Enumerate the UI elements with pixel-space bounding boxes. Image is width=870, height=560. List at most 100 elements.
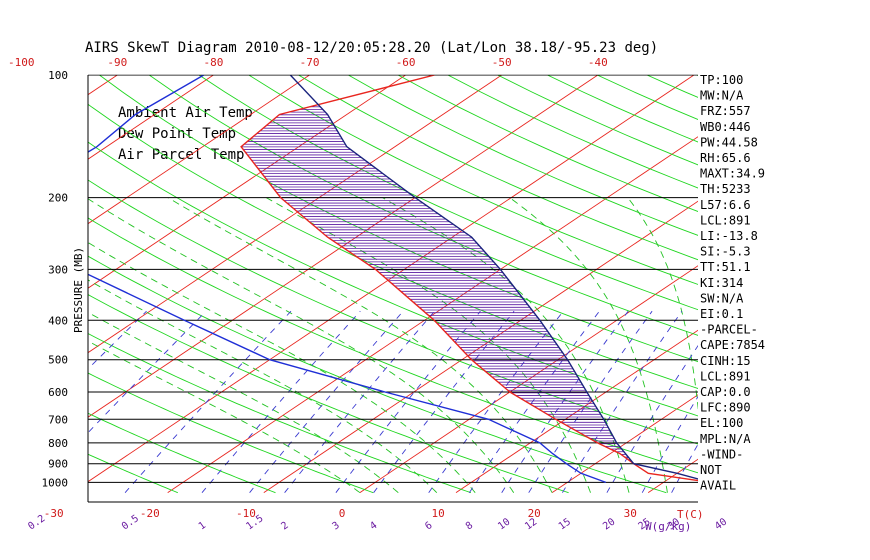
dry-adiabat-line bbox=[88, 103, 698, 389]
pressure-tick-label: 600 bbox=[48, 386, 68, 399]
isotherm-line bbox=[88, 75, 311, 225]
isotherm-line bbox=[88, 75, 599, 418]
mixing-ratio-line bbox=[249, 310, 404, 493]
mixing-ratio-tick-label: 0.5 bbox=[120, 513, 141, 532]
mixing-ratio-tick-label: 4 bbox=[368, 520, 379, 532]
moist-adiabat-line bbox=[88, 198, 515, 493]
moist-adiabat-line bbox=[88, 242, 476, 493]
mixing-ratio-tick-label: 10 bbox=[496, 517, 512, 533]
dry-adiabat-line bbox=[99, 75, 698, 363]
moist-adiabat-line bbox=[509, 197, 668, 493]
mixing-ratio-tick-label: 20 bbox=[601, 517, 617, 533]
index-label: -WIND- bbox=[700, 447, 743, 461]
legend: Ambient Air Temp Dew Point Temp Air Parc… bbox=[118, 105, 253, 163]
pressure-tick-label: 500 bbox=[48, 354, 68, 367]
isotherm-line bbox=[263, 200, 698, 494]
air-parcel-temp-line bbox=[289, 75, 698, 480]
isotherm-line bbox=[88, 75, 695, 483]
bottom-temp-tick-label: -30 bbox=[44, 507, 64, 520]
mixing-ratio-line bbox=[373, 310, 515, 493]
mixing-ratio-line bbox=[335, 310, 481, 493]
dry-adiabat-line bbox=[796, 75, 870, 493]
index-label: WB0:446 bbox=[700, 120, 751, 134]
mixing-ratio-tick-label: 8 bbox=[464, 520, 475, 532]
top-temp-tick-label: -50 bbox=[492, 56, 512, 69]
pressure-tick-label: 200 bbox=[48, 192, 68, 205]
pressure-tick-label: 700 bbox=[48, 413, 68, 426]
dry-adiabat-line bbox=[846, 75, 870, 493]
moist-adiabat-line bbox=[88, 340, 361, 494]
index-label: NOT bbox=[700, 463, 722, 477]
mixing-ratio-unit-label: W(g/kg) bbox=[645, 520, 691, 533]
isotherm-line bbox=[840, 66, 870, 493]
mixing-ratio-line bbox=[284, 310, 435, 493]
isotherm-line bbox=[551, 394, 698, 494]
bottom-temp-tick-label: -20 bbox=[140, 507, 160, 520]
mixing-ratio-tick-label: 40 bbox=[713, 517, 729, 533]
index-label: CINH:15 bbox=[700, 354, 751, 368]
mixing-ratio-tick-label: 3 bbox=[331, 520, 342, 532]
isotherm-line bbox=[167, 136, 698, 494]
mixing-ratio-line bbox=[562, 310, 683, 493]
dry-adiabat-line bbox=[88, 141, 698, 417]
dry-adiabat-line bbox=[0, 75, 80, 493]
dry-adiabat-line bbox=[88, 179, 698, 445]
mixing-ratio-tick-label: 15 bbox=[557, 517, 573, 533]
index-label: -PARCEL- bbox=[700, 323, 758, 337]
bottom-temp-tick-label: 20 bbox=[528, 507, 541, 520]
top-temp-tick-label: -60 bbox=[396, 56, 416, 69]
index-label: EI:0.1 bbox=[700, 307, 743, 321]
index-label: LCL:891 bbox=[700, 369, 751, 383]
isotherm-line bbox=[359, 265, 698, 494]
x-axis-label: T(C) bbox=[677, 508, 704, 521]
isotherm-line bbox=[88, 75, 407, 289]
index-label: TP:100 bbox=[700, 73, 743, 87]
legend-dew-point-temp: Dew Point Temp bbox=[118, 126, 236, 142]
legend-ambient-air-temp: Ambient Air Temp bbox=[118, 105, 253, 121]
index-label: CAP:0.0 bbox=[700, 385, 751, 399]
pressure-tick-label: 400 bbox=[48, 314, 68, 327]
index-label: MAXT:34.9 bbox=[700, 167, 765, 181]
top-temp-tick-label: -40 bbox=[588, 56, 608, 69]
moist-adiabat-line bbox=[88, 311, 399, 494]
mixing-ratio-tick-label: 6 bbox=[423, 520, 434, 532]
isotherm-line bbox=[0, 66, 35, 493]
dry-adiabat-line bbox=[198, 75, 698, 311]
dry-adiabat-line bbox=[248, 75, 698, 285]
dry-adiabat-line bbox=[298, 75, 698, 261]
index-label: SI:-5.3 bbox=[700, 245, 751, 259]
isotherm-line bbox=[455, 329, 698, 494]
index-label: MPL:N/A bbox=[700, 432, 751, 446]
index-label: AVAIL bbox=[700, 479, 736, 493]
pressure-tick-label: 900 bbox=[48, 458, 68, 471]
dry-adiabat-line bbox=[397, 75, 698, 212]
index-label: MW:N/A bbox=[700, 89, 744, 103]
dry-adiabat-line bbox=[88, 294, 569, 494]
legend-air-parcel-temp: Air Parcel Temp bbox=[118, 147, 244, 163]
isotherm-line bbox=[647, 458, 698, 494]
moist-adiabat-line bbox=[88, 279, 438, 494]
bottom-temp-tick-label: -10 bbox=[236, 507, 256, 520]
ambient-air-temp-line bbox=[240, 75, 698, 482]
mixing-ratio-line bbox=[201, 310, 361, 493]
pressure-tick-label: 800 bbox=[48, 437, 68, 450]
index-label: LFC:890 bbox=[700, 401, 751, 415]
mixing-ratio-line bbox=[606, 344, 698, 493]
isotherm-line bbox=[88, 75, 215, 160]
index-label: FRZ:557 bbox=[700, 104, 751, 118]
index-label: PW:44.58 bbox=[700, 135, 758, 149]
y-axis-label: PRESSURE (MB) bbox=[72, 247, 85, 333]
moist-adiabat-line bbox=[167, 197, 553, 493]
bottom-temp-tick-label: 10 bbox=[431, 507, 444, 520]
isotherm-line bbox=[88, 75, 503, 354]
dew-point-temp-line bbox=[88, 75, 607, 484]
index-label: EL:100 bbox=[700, 416, 743, 430]
top-temp-tick-label: -80 bbox=[203, 56, 223, 69]
mixing-ratio-tick-label: 2 bbox=[279, 520, 290, 532]
bottom-temp-tick-label: 30 bbox=[624, 507, 637, 520]
isotherm-line bbox=[88, 75, 119, 96]
index-label: LCL:891 bbox=[700, 213, 751, 227]
mixing-ratio-line bbox=[124, 310, 292, 493]
